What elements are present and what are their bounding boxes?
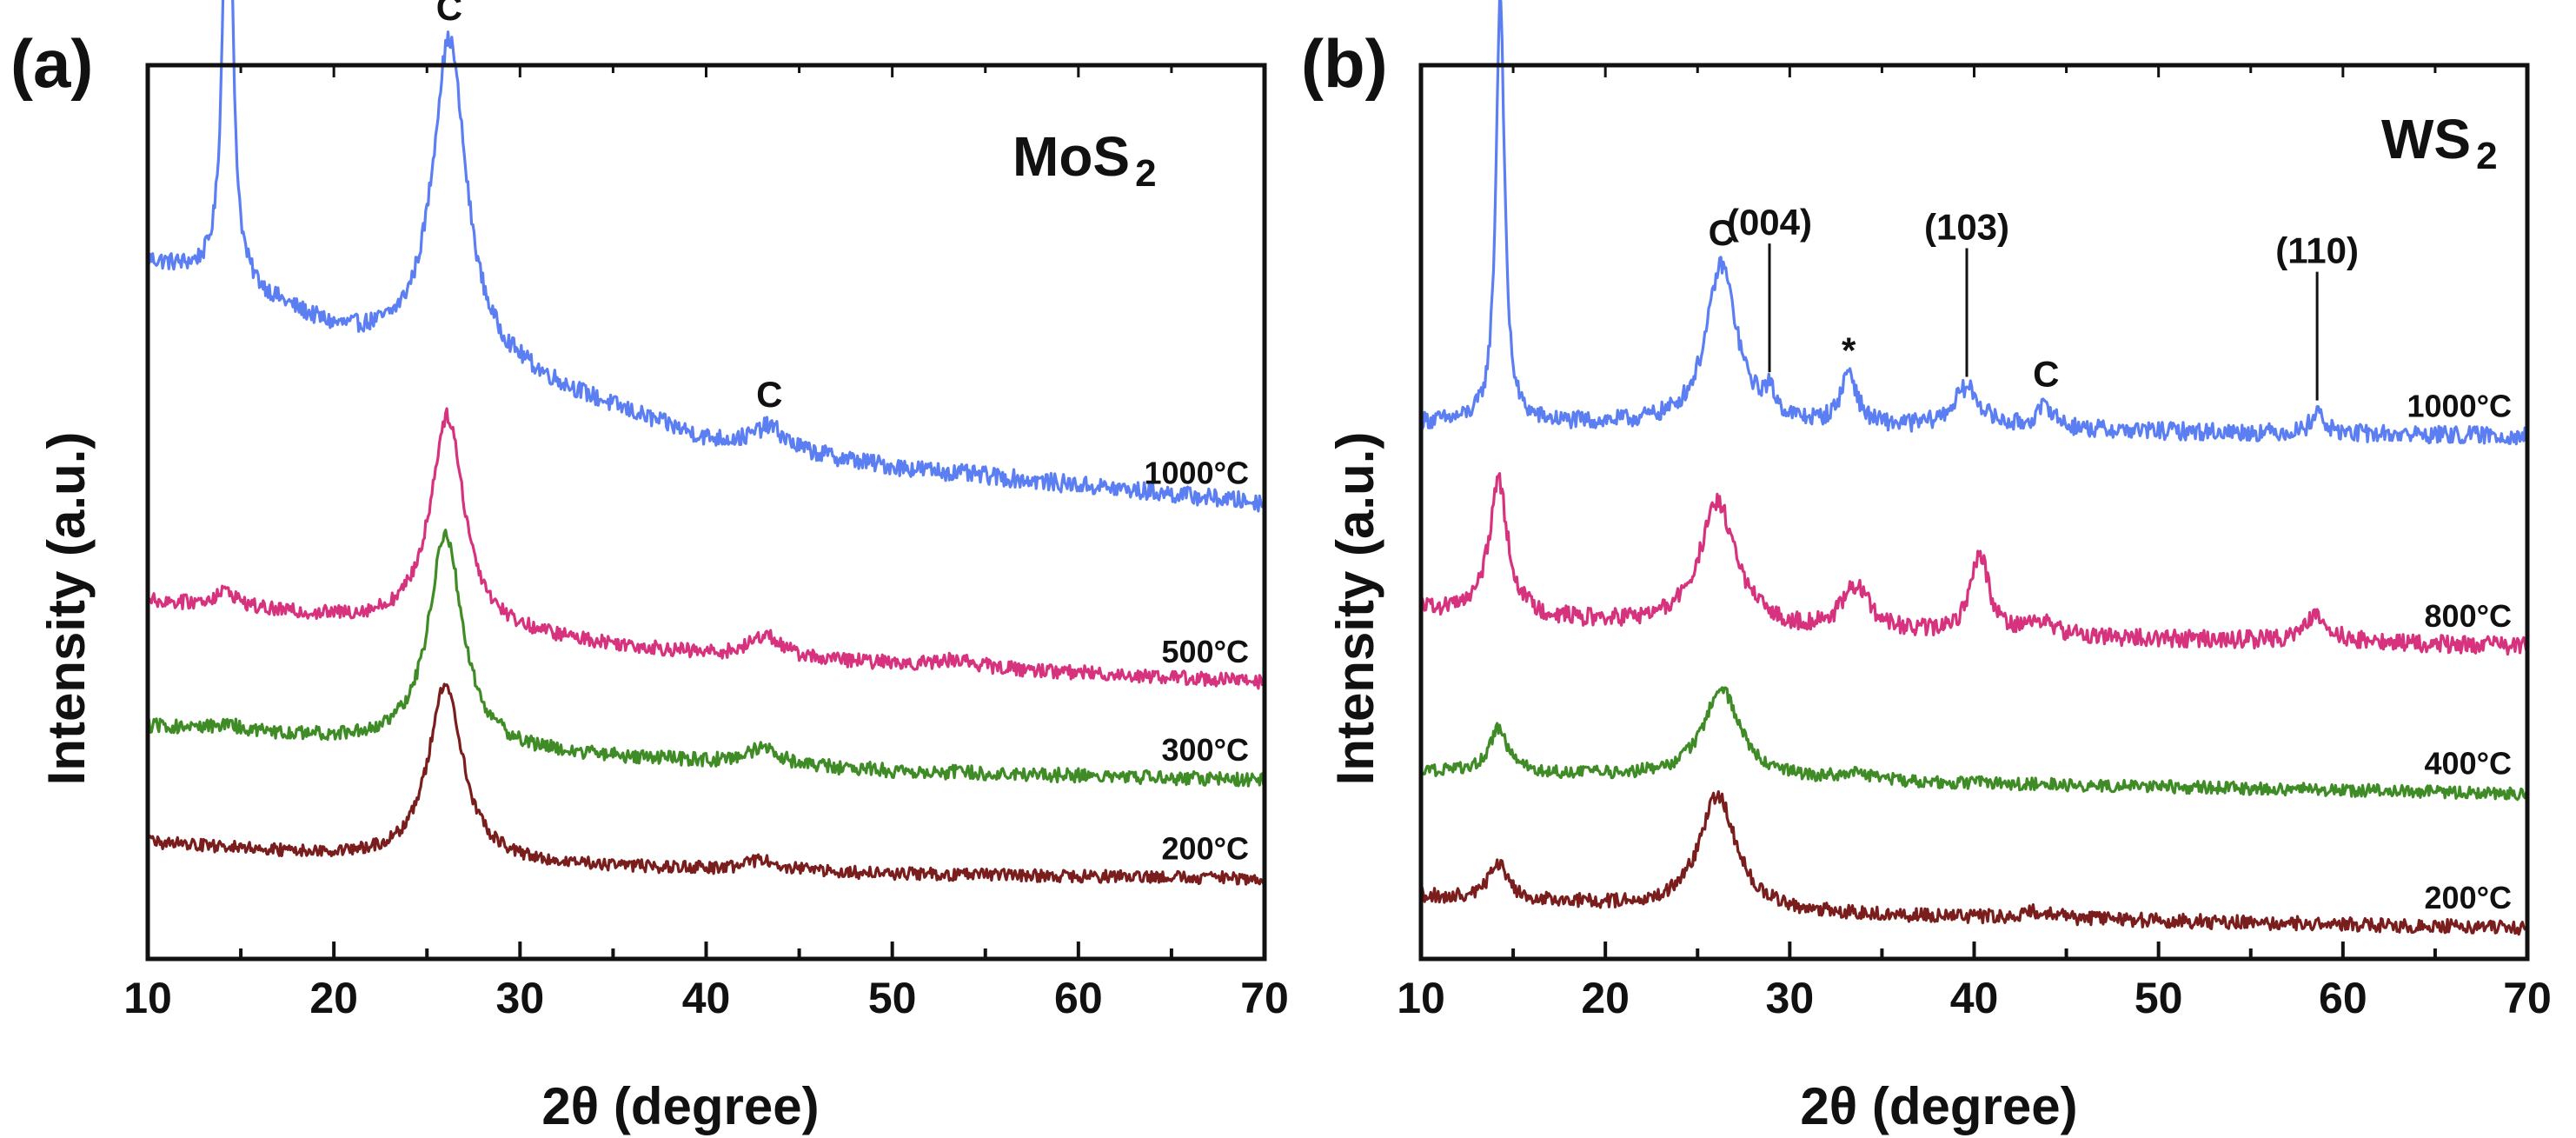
panel-b-peak-label: C xyxy=(1709,212,1735,253)
panel-b: (b) Intensity (a.u.) 2θ (degree) WS 2 10 2… xyxy=(1301,0,2552,1135)
panel-a-xtick-label: 20 xyxy=(309,974,358,1022)
panel-b-xtick-label: 50 xyxy=(2134,974,2183,1022)
panel-b-temp-label: 400°C xyxy=(2425,746,2512,782)
panel-b-xtick-label: 30 xyxy=(1766,974,1815,1022)
panel-b-peak-label: (110) xyxy=(2275,230,2359,271)
panel-b-xlabel: 2θ (degree) xyxy=(1800,1077,2077,1135)
panel-a-material-label: MoS 2 xyxy=(1012,125,1157,195)
panel-b-peak-label: (103) xyxy=(1924,207,2009,248)
panel-a-series-300 xyxy=(146,529,1266,788)
panel-b-series-200 xyxy=(1419,789,2528,936)
panel-b-series-800 xyxy=(1419,471,2529,656)
panel-b-label: (b) xyxy=(1301,25,1388,102)
panel-a-ylabel: Intensity (a.u.) xyxy=(37,432,96,786)
panel-b-temp-label: 200°C xyxy=(2425,880,2512,915)
panel-a-temp-label: 500°C xyxy=(1162,634,1249,669)
panel-b-temp-label: 800°C xyxy=(2425,598,2512,634)
panel-b-series-1000 xyxy=(1419,0,2529,446)
panel-b-plot: 102030405060701000°C800°C400°C200°C(002)… xyxy=(1397,0,2552,1022)
panel-b-peak-label: * xyxy=(1842,329,1856,370)
panel-b-temp-label: 1000°C xyxy=(2407,388,2512,423)
panel-b-xtick-label: 20 xyxy=(1581,974,1630,1022)
panel-a-plot: 102030405060701000°C500°C300°C200°C(002)… xyxy=(123,0,1289,1022)
panel-b-xtick-label: 70 xyxy=(2503,974,2552,1022)
panel-a-label: (a) xyxy=(10,25,93,102)
panel-a-frame xyxy=(145,63,1267,962)
panel-a-xtick-label: 30 xyxy=(496,974,545,1022)
panel-b-peak-label: (004) xyxy=(1727,202,1812,243)
panel-b-ylabel: Intensity (a.u.) xyxy=(1326,432,1384,786)
panel-a-temp-label: 200°C xyxy=(1162,830,1249,866)
panel-a-temp-label: 300°C xyxy=(1162,732,1249,768)
panel-a: (a) Intensity (a.u.) 2θ (degree) MoS 2 10… xyxy=(10,0,1289,1135)
panel-a-series-200 xyxy=(147,682,1266,886)
panel-a-peak-label: C xyxy=(436,0,462,28)
panel-b-frame xyxy=(1418,63,2530,962)
panel-a-xtick-label: 70 xyxy=(1240,974,1289,1022)
panel-a-series-1000 xyxy=(146,0,1266,513)
panel-b-peak-label: C xyxy=(2033,353,2059,394)
panel-a-temp-label: 1000°C xyxy=(1145,455,1249,490)
panel-b-xtick-label: 60 xyxy=(2319,974,2367,1022)
panel-b-xtick-label: 10 xyxy=(1397,974,1445,1022)
panel-a-series-500 xyxy=(146,407,1266,690)
panel-a-xtick-label: 40 xyxy=(682,974,731,1022)
panel-b-series-400 xyxy=(1419,686,2528,802)
panel-a-peak-label: C xyxy=(756,374,782,415)
panel-a-xtick-label: 10 xyxy=(123,974,172,1022)
panel-a-xtick-label: 60 xyxy=(1054,974,1103,1022)
panel-b-material-label: WS 2 xyxy=(2381,108,2498,177)
panel-a-xtick-label: 50 xyxy=(868,974,917,1022)
panel-b-xtick-label: 40 xyxy=(1950,974,1999,1022)
panel-a-xlabel: 2θ (degree) xyxy=(541,1077,819,1135)
